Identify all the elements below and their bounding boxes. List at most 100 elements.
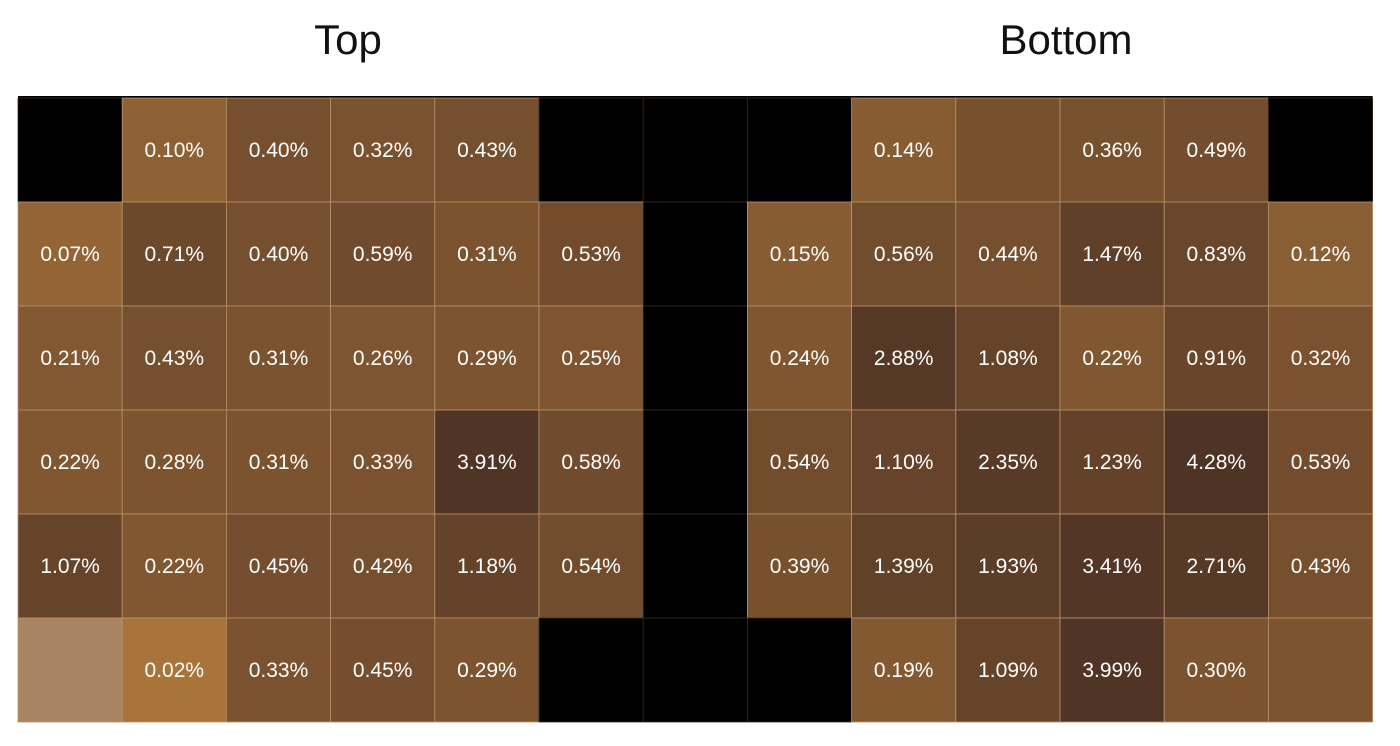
heatmap-cell-r1-c3 [330,201,436,307]
cell-value-label: 0.42% [353,555,413,578]
cell-value-label: 0.32% [353,139,413,162]
cell-value-label: 0.43% [145,347,205,370]
cell-value-label: 0.49% [1187,139,1247,162]
cell-value-label: 4.28% [1187,451,1247,474]
cell-value-label: 1.10% [874,451,934,474]
cell-value-label: 0.28% [145,451,205,474]
cell-value-label: 2.35% [978,451,1038,474]
cell-value-label: 1.47% [1082,243,1142,266]
heatmap-cell-r0-c1 [121,97,227,203]
heatmap-cell-r2-c9 [955,305,1061,411]
heatmap-cell-r4-c11 [1163,513,1269,619]
heatmap-cell-r1-c4 [434,201,540,307]
cell-value-label: 0.59% [353,243,413,266]
heatmap-cell-r1-c12 [1268,201,1374,307]
heatmap-cell-r2-c6 [642,305,748,411]
heatmap-cell-r4-c1 [121,513,227,619]
heatmap-cell-r2-c2 [225,305,331,411]
heatmap-cell-r4-c9 [955,513,1061,619]
cell-value-label: 0.53% [1291,451,1351,474]
cell-value-label: 3.91% [457,451,517,474]
heatmap-cell-r5-c2 [225,617,331,723]
heatmap-cell-r2-c5 [538,305,644,411]
cell-value-label: 0.29% [457,659,517,682]
cell-value-label: 0.33% [249,659,309,682]
heatmap-cell-r4-c3 [330,513,436,619]
heatmap-cell-r2-c10 [1059,305,1165,411]
heatmap-cell-r0-c2 [225,97,331,203]
chart-title-top: Top [314,16,382,63]
heatmap-cell-r2-c12 [1268,305,1374,411]
cell-value-label: 0.32% [1291,347,1351,370]
heatmap-cell-r4-c10 [1059,513,1165,619]
heatmap-cell-r4-c0 [17,513,123,619]
heatmap-cell-r3-c3 [330,409,436,515]
heatmap-cell-r3-c6 [642,409,748,515]
cell-value-label: 2.88% [874,347,934,370]
heatmap-cell-r4-c5 [538,513,644,619]
heatmap-cell-r3-c0 [17,409,123,515]
cell-value-label: 1.39% [874,555,934,578]
heatmap-cell-r1-c5 [538,201,644,307]
heatmap-cell-r2-c1 [121,305,227,411]
cell-value-label: 0.39% [770,555,830,578]
heatmap-cell-r5-c10 [1059,617,1165,723]
heatmap-cell-r2-c0 [17,305,123,411]
heatmap-cell-r1-c10 [1059,201,1165,307]
cell-value-label: 0.12% [1291,243,1351,266]
heatmap-cell-r5-c4 [434,617,540,723]
cell-value-label: 0.22% [145,555,205,578]
heatmap-cell-r3-c10 [1059,409,1165,515]
heatmap-cell-r5-c0 [17,617,123,723]
heatmap-cell-r0-c12 [1268,97,1374,203]
cell-value-label: 1.18% [457,555,517,578]
cell-value-label: 3.41% [1082,555,1142,578]
cell-value-label: 1.23% [1082,451,1142,474]
cell-value-label: 0.22% [1082,347,1142,370]
heatmap-cell-r1-c6 [642,201,748,307]
heatmap-cell-r3-c2 [225,409,331,515]
heatmap-top-border [18,96,1373,99]
heatmap-cell-r0-c6 [642,97,748,203]
heatmap-cell-r5-c11 [1163,617,1269,723]
cell-value-label: 0.14% [874,139,934,162]
cell-value-label: 0.15% [770,243,830,266]
cell-value-label: 0.07% [40,243,100,266]
heatmap-cell-r2-c7 [747,305,853,411]
cell-value-label: 0.36% [1082,139,1142,162]
cell-value-label: 1.07% [40,555,100,578]
cell-value-label: 0.40% [249,243,309,266]
cell-value-label: 0.53% [561,243,621,266]
cell-value-label: 2.71% [1187,555,1247,578]
cell-value-label: 0.56% [874,243,934,266]
cell-value-label: 1.93% [978,555,1038,578]
cell-value-label: 0.71% [145,243,205,266]
cell-value-label: 0.83% [1187,243,1247,266]
heatmap-cell-r0-c0 [17,97,123,203]
heatmap-cell-r5-c5 [538,617,644,723]
heatmap-cell-r1-c2 [225,201,331,307]
cell-value-label: 3.99% [1082,659,1142,682]
chart-title-bottom: Bottom [999,16,1133,63]
heatmap-cell-r5-c8 [851,617,957,723]
cell-value-label: 0.54% [770,451,830,474]
cell-value-label: 0.21% [40,347,100,370]
cell-value-label: 0.25% [561,347,621,370]
heatmap-cell-r0-c8 [851,97,957,203]
heatmap-cell-r5-c12 [1268,617,1374,723]
cell-value-label: 0.30% [1187,659,1247,682]
heatmap-cell-r4-c6 [642,513,748,619]
cell-value-label: 0.91% [1187,347,1247,370]
heatmap-cell-r3-c12 [1268,409,1374,515]
cell-value-label: 0.22% [40,451,100,474]
heatmap-cell-r0-c11 [1163,97,1269,203]
heatmap-cell-r5-c3 [330,617,436,723]
heatmap-cell-r4-c12 [1268,513,1374,619]
heatmap-cell-r0-c3 [330,97,436,203]
heatmap-cell-r1-c1 [121,201,227,307]
cell-value-label: 0.44% [978,243,1038,266]
cell-value-label: 1.09% [978,659,1038,682]
cell-value-label: 0.40% [249,139,309,162]
heatmap-cell-r1-c0 [17,201,123,307]
